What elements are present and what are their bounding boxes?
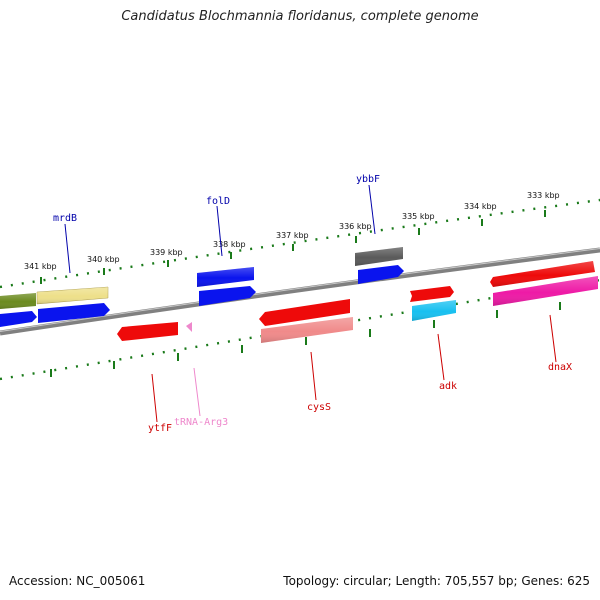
leader-ytff <box>151 373 158 423</box>
leader-mrdb <box>64 223 71 274</box>
reverse-features <box>117 299 353 343</box>
gene-arrow-red-adk-top <box>410 286 454 302</box>
gene-arrow-blue-left <box>0 311 37 327</box>
gene-label-mrdb: mrdB <box>53 213 77 224</box>
leader-cyss <box>310 351 317 401</box>
kbp-label-340: 340 kbp <box>87 255 120 264</box>
kbp-label-335: 335 kbp <box>402 212 435 221</box>
leader-ybbf <box>368 184 376 235</box>
kbp-labels: 341 kbp 340 kbp 339 kbp 338 kbp 337 kbp … <box>24 191 560 271</box>
kbp-label-334: 334 kbp <box>464 202 497 211</box>
inner-scale-major-ticks <box>50 302 561 377</box>
gene-arrow-blue-mrdb <box>38 303 110 323</box>
gene-label-fold: folD <box>206 196 230 207</box>
gene-label-cyss: cysS <box>307 402 331 413</box>
outer-scale-major-ticks <box>40 210 546 284</box>
gene-label-ytff: ytfF <box>148 423 172 434</box>
kbp-label-339: 339 kbp <box>150 248 183 257</box>
kbp-label-341: 341 kbp <box>24 262 57 271</box>
gene-label-ybbf: ybbF <box>356 174 380 185</box>
gene-label-trna: tRNA-Arg3 <box>174 417 228 428</box>
genome-summary-text: Topology: circular; Length: 705,557 bp; … <box>283 574 590 588</box>
accession-text: Accession: NC_005061 <box>9 574 146 588</box>
kbp-label-338: 338 kbp <box>213 240 246 249</box>
gene-arrow-red-ytff <box>117 322 178 341</box>
leader-adk <box>437 333 445 381</box>
gene-arrow-blue-ybbf <box>358 265 404 284</box>
gene-label-adk: adk <box>439 381 457 392</box>
kbp-label-333: 333 kbp <box>527 191 560 200</box>
gene-label-dnax: dnaX <box>548 362 572 373</box>
kbp-label-336: 336 kbp <box>339 222 372 231</box>
gene-arrow-red-cyss <box>259 299 350 326</box>
leader-fold <box>216 205 223 257</box>
gene-arrow-blue-fold-bottom <box>199 286 256 306</box>
label-leaders <box>64 184 557 423</box>
leader-dnax <box>549 314 557 363</box>
genome-backbone-highlight <box>0 248 600 332</box>
outer-scale-track <box>0 198 600 289</box>
feature-shading <box>0 247 598 343</box>
leader-trna <box>193 367 201 417</box>
gene-labels: mrdB folD ybbF ytfF tRNA-Arg3 cysS adk d… <box>53 174 572 434</box>
kbp-label-337: 337 kbp <box>276 231 309 240</box>
gene-arrow-pink-trna <box>186 322 192 332</box>
genome-backbone <box>0 247 600 336</box>
map-title: Candidatus Blochmannia floridanus, compl… <box>121 9 479 24</box>
